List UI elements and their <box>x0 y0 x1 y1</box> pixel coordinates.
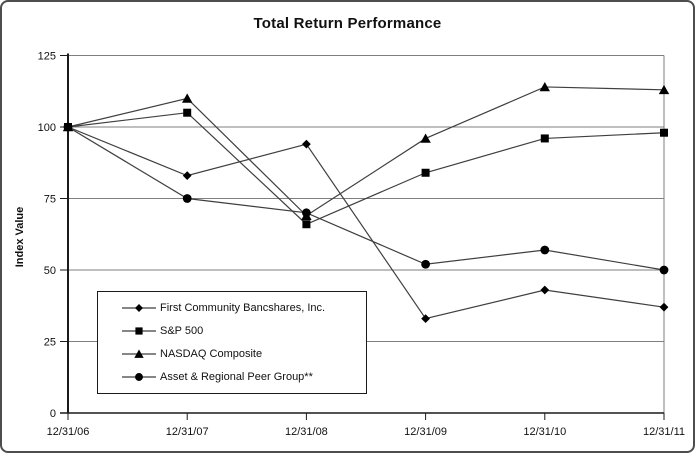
square-marker-icon <box>183 108 192 117</box>
x-tick-label: 12/31/10 <box>523 426 566 438</box>
legend: First Community Bancshares, Inc. S&P 500 N… <box>97 291 367 394</box>
square-marker-icon <box>540 134 549 143</box>
square-marker-icon <box>421 168 430 177</box>
triangle-marker-icon <box>134 349 144 358</box>
legend-item: Asset & Regional Peer Group** <box>122 367 360 387</box>
circle-marker-icon <box>421 259 430 269</box>
series-line-asset-regional-peer-group <box>67 126 665 271</box>
x-tick-label: 12/31/08 <box>285 426 328 438</box>
legend-symbol-square-icon <box>122 327 156 335</box>
y-tick-label: 50 <box>44 265 56 277</box>
square-marker-icon <box>135 327 143 335</box>
diamond-marker-icon <box>302 139 311 149</box>
legend-symbol-triangle-icon <box>122 349 156 358</box>
legend-symbol-diamond-icon <box>122 303 156 312</box>
y-tick-label: 75 <box>44 194 56 206</box>
legend-item: First Community Bancshares, Inc. <box>122 298 360 318</box>
legend-label: Asset & Regional Peer Group** <box>160 371 313 384</box>
diamond-marker-icon <box>182 171 192 181</box>
square-marker-icon <box>302 220 311 229</box>
circle-marker-icon <box>302 208 311 218</box>
circle-marker-icon <box>659 265 669 275</box>
legend-item: S&P 500 <box>122 321 360 341</box>
diamond-marker-icon <box>135 303 143 312</box>
triangle-marker-icon <box>658 84 670 95</box>
y-tick-label: 125 <box>38 51 56 63</box>
square-marker-icon <box>64 123 72 131</box>
y-tick-label: 25 <box>44 337 56 349</box>
diamond-marker-icon <box>421 314 430 324</box>
diamond-marker-icon <box>540 285 550 295</box>
legend-label: First Community Bancshares, Inc. <box>160 301 326 314</box>
legend-label: NASDAQ Composite <box>160 348 263 361</box>
x-tick-label: 12/31/11 <box>643 426 685 438</box>
legend-symbol-circle-icon <box>122 373 156 382</box>
y-tick-label: 100 <box>38 122 56 134</box>
x-tick-label: 12/31/07 <box>166 426 209 438</box>
legend-item: NASDAQ Composite <box>122 344 360 364</box>
chart-title: Total Return Performance <box>253 15 442 32</box>
y-tick-label: 0 <box>50 408 56 420</box>
series-line-s-p-500 <box>67 112 665 225</box>
legend-label: S&P 500 <box>160 324 204 337</box>
circle-marker-icon <box>182 194 192 203</box>
x-tick-label: 12/31/09 <box>404 426 447 438</box>
diamond-marker-icon <box>659 302 669 312</box>
triangle-marker-icon <box>182 93 193 103</box>
circle-marker-icon <box>135 373 143 382</box>
x-tick-label: 12/31/06 <box>47 426 90 438</box>
series-line-first-community-bancshares-inc <box>67 126 665 320</box>
circle-marker-icon <box>540 245 550 255</box>
triangle-marker-icon <box>539 81 550 92</box>
square-marker-icon <box>660 128 668 137</box>
series-line-nasdaq-composite <box>67 86 665 217</box>
triangle-marker-icon <box>420 133 431 143</box>
